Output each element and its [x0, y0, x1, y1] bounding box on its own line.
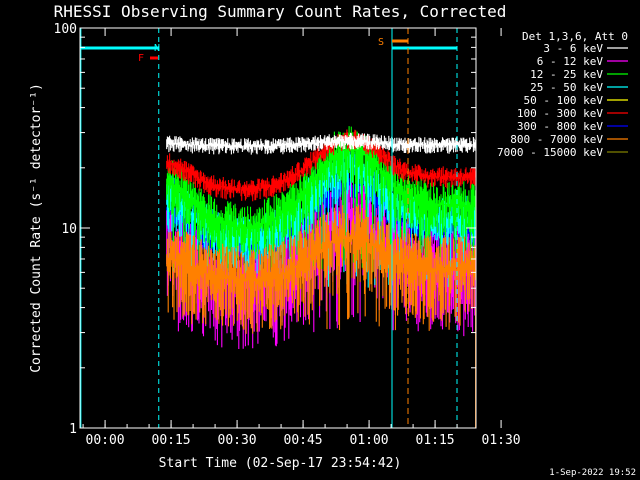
night-label: N	[154, 43, 160, 54]
y-tick-label: 10	[61, 222, 77, 237]
series-trace	[166, 205, 477, 334]
legend-label: 6 - 12 keV	[537, 55, 604, 68]
series-trace	[166, 126, 477, 273]
legend-label: 3 - 6 keV	[543, 42, 603, 55]
y-axis: 100 10 1	[54, 22, 476, 437]
legend-label: 25 - 50 keV	[530, 81, 603, 94]
y-axis-label: Corrected Count Rate (s⁻¹ detector⁻¹)	[29, 83, 44, 373]
legend-label: 800 - 7000 keV	[510, 133, 603, 146]
timestamp: 1-Sep-2022 19:52	[549, 468, 636, 478]
chart-title: RHESSI Observing Summary Count Rates, Co…	[54, 2, 507, 21]
x-tick-label: 01:15	[416, 433, 455, 448]
legend-label: 100 - 300 keV	[517, 107, 603, 120]
plot-area	[80, 28, 477, 428]
legend-title: Det 1,3,6, Att 0	[522, 30, 628, 43]
y-tick-label: 100	[54, 22, 77, 37]
legend-label: 12 - 25 keV	[530, 68, 603, 81]
x-tick-label: 00:00	[86, 433, 125, 448]
x-tick-label: 01:30	[482, 433, 521, 448]
x-axis: 00:00 00:15 00:30 00:45 01:00 01:15 01:30	[82, 28, 521, 448]
x-tick-label: 00:30	[218, 433, 257, 448]
legend-label: 300 - 800 keV	[517, 120, 603, 133]
series-trace	[166, 132, 477, 155]
legend-label: 50 - 100 keV	[524, 94, 604, 107]
saa-label: S	[378, 37, 384, 48]
legend-label: 7000 - 15000 keV	[497, 146, 603, 159]
y-tick-label: 1	[69, 422, 77, 437]
flare-label: F	[138, 53, 144, 64]
x-axis-label: Start Time (02-Sep-17 23:54:42)	[159, 456, 402, 471]
x-tick-label: 01:00	[350, 433, 389, 448]
x-tick-label: 00:15	[152, 433, 191, 448]
x-tick-label: 00:45	[284, 433, 323, 448]
